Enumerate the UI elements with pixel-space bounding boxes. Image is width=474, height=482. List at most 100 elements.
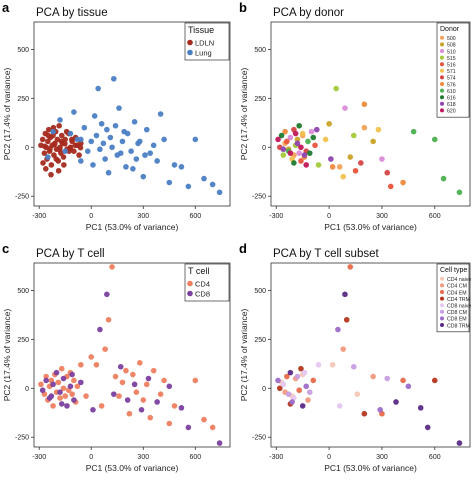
scatter-point [308, 128, 315, 135]
scatter-point [400, 377, 406, 384]
y-tick-label: 0 [25, 386, 29, 393]
y-tick-label: 0 [25, 145, 29, 152]
legend-entry-label: 516 [447, 63, 456, 69]
scatter-point [78, 361, 84, 368]
scatter-point [69, 371, 75, 378]
panel-c: c PCA by T cell -300 0 300 600 -250 0 250 500 PC1 … [2, 241, 231, 473]
scatter-point [209, 181, 216, 188]
scatter-point [58, 401, 65, 407]
scatter-point [405, 383, 412, 390]
scatter-point [361, 101, 368, 108]
legend-swatch [440, 88, 444, 93]
scatter-point [294, 140, 301, 147]
scatter-point [133, 156, 140, 162]
panel-d: d PCA by T cell subset -300 0 300 600 -250 0 250… [239, 241, 471, 473]
scatter-point [329, 361, 336, 368]
scatter-point [313, 126, 320, 133]
scatter-point [77, 144, 84, 151]
scatter-point [123, 164, 129, 170]
legend-entry-label: Lung [195, 49, 212, 58]
scatter-point [335, 326, 341, 333]
scatter-point [50, 403, 56, 409]
x-tick-label: 600 [429, 213, 441, 220]
scatter-point [154, 399, 160, 405]
scatter-point [431, 377, 438, 384]
scatter-point [110, 75, 117, 82]
scatter-point [57, 395, 63, 401]
scatter-point [310, 377, 317, 384]
scatter-point [90, 162, 96, 168]
scatter-point [47, 146, 53, 152]
scatter-point [78, 379, 84, 386]
plot-frame [270, 262, 471, 448]
y-tick-label: -250 [252, 194, 266, 201]
scatter-point [280, 152, 287, 158]
legend-swatch [187, 39, 193, 46]
scatter-point [45, 132, 52, 139]
scatter-point [166, 420, 173, 427]
scatter-point [50, 381, 56, 388]
scatter-point [284, 138, 290, 145]
scatter-point [55, 379, 62, 386]
scatter-point [278, 132, 285, 139]
scatter-point [97, 326, 103, 333]
scatter-point [161, 377, 167, 384]
scatter-point [147, 150, 154, 156]
scatter-point [140, 397, 147, 403]
scatter-point [104, 291, 110, 298]
scatter-point [377, 407, 383, 413]
y-tick-label: 500 [254, 288, 266, 295]
scatter-point [137, 360, 143, 366]
scatter-point [294, 373, 301, 380]
scatter-point [343, 316, 350, 323]
legend-entry-label: 574 [447, 76, 456, 82]
scatter-point [41, 143, 48, 150]
scatter-point [336, 164, 343, 170]
scatter-point [303, 162, 310, 168]
legend-entry-label: 576 [447, 82, 456, 88]
scatter-point [301, 369, 308, 376]
scatter-point [277, 385, 283, 392]
scatter-point [291, 160, 297, 166]
scatter-point [336, 403, 343, 409]
scatter-point [456, 440, 463, 446]
scatter-point [342, 291, 348, 298]
scatter-point [333, 85, 339, 92]
y-tick-label: 250 [254, 96, 266, 103]
scatter-point [64, 403, 70, 409]
scatter-point [60, 385, 67, 392]
y-tick-label: 500 [17, 288, 29, 295]
scatter-point [185, 183, 192, 190]
scatter-point [375, 126, 382, 133]
scatter-point [157, 391, 164, 397]
scatter-point [417, 405, 424, 411]
scatter-point [56, 122, 62, 129]
scatter-point [322, 136, 329, 143]
legend-entry-label: 571 [447, 69, 456, 75]
scatter-point [60, 375, 67, 382]
legend-swatch [440, 303, 444, 308]
y-tick-label: 0 [262, 386, 266, 393]
x-tick-label: -300 [269, 213, 283, 220]
legend-entry-label: 618 [447, 102, 456, 108]
scatter-point [350, 132, 357, 139]
y-tick-label: 250 [17, 96, 29, 103]
scatter-point [142, 152, 148, 158]
scatter-point [133, 389, 140, 395]
scatter-point [121, 128, 127, 135]
legend-entry-label: CD8 TRM [447, 323, 470, 329]
y-axis-label: PC2 (17.4% of variance) [239, 309, 249, 402]
scatter-point [387, 183, 394, 190]
legend-title: Tissue [188, 25, 214, 35]
y-tick-label: -250 [15, 435, 29, 442]
scatter-point [329, 164, 336, 170]
scatter-point [301, 152, 308, 158]
scatter-point [83, 393, 89, 399]
scatter-point [38, 381, 44, 388]
scatter-point [123, 367, 129, 374]
scatter-point [76, 152, 82, 158]
scatter-point [161, 136, 167, 143]
scatter-point [39, 136, 46, 143]
scatter-point [71, 397, 77, 403]
legend-swatch [440, 68, 444, 73]
